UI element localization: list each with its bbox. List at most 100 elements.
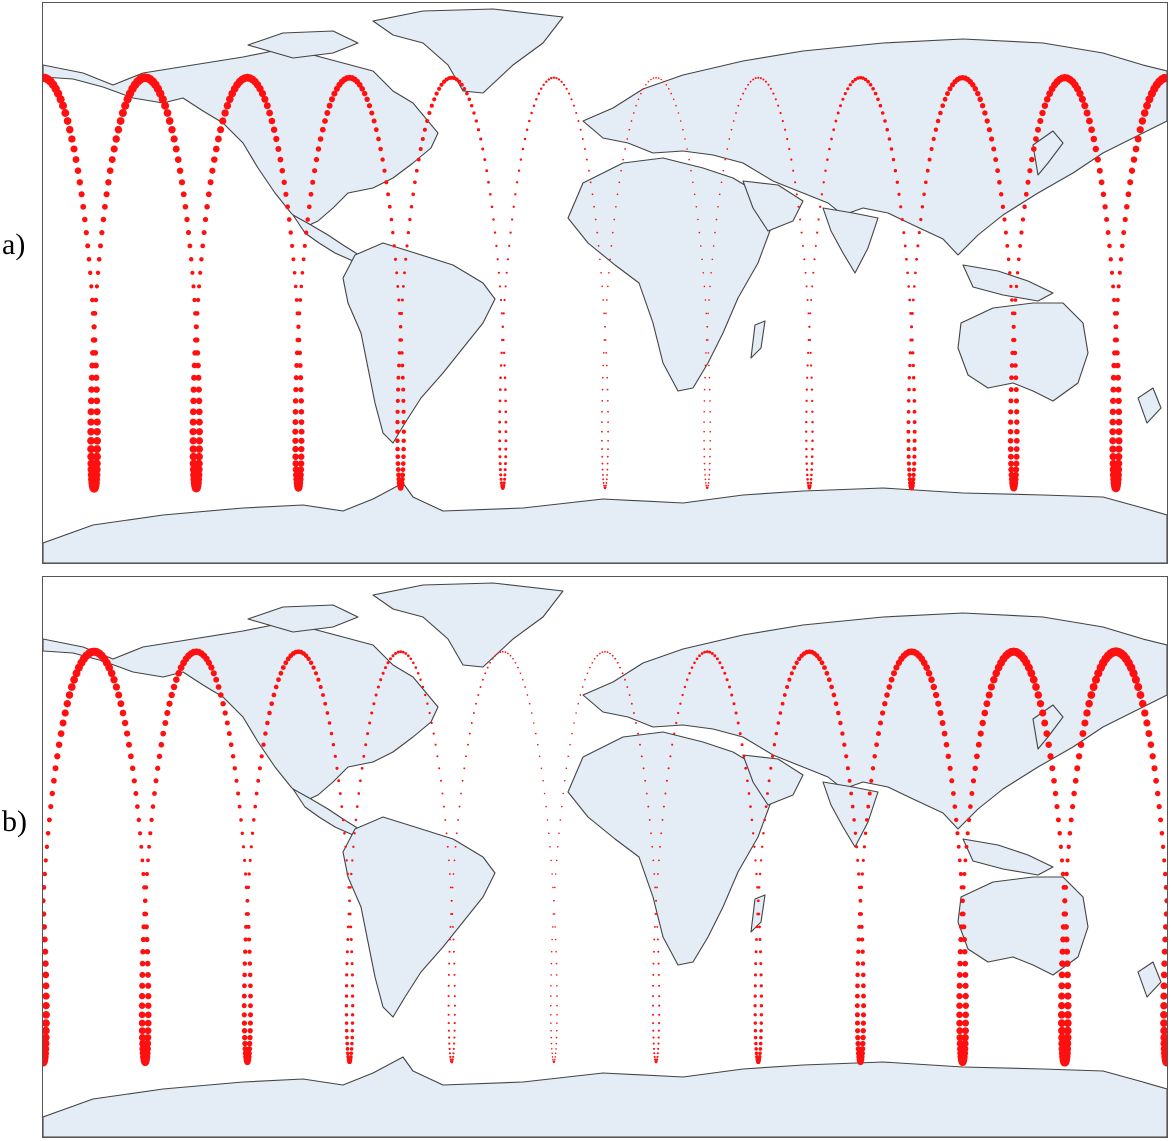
ground-track-point [923, 664, 931, 671]
ground-track-point [242, 983, 247, 989]
india [822, 207, 879, 274]
ground-track-point [93, 436, 102, 445]
ground-track-point [972, 765, 978, 772]
ground-track-point [63, 700, 71, 708]
ground-track-point [507, 652, 509, 655]
ground-track-point [298, 386, 304, 393]
ground-track-point [555, 1029, 558, 1032]
ground-track-point [809, 351, 812, 354]
ground-track-point [806, 364, 809, 367]
ground-track-point [1071, 790, 1077, 797]
ground-track-point [404, 652, 408, 655]
ground-track-point [1115, 374, 1122, 381]
ground-track-point [43, 898, 46, 904]
ground-track-point [717, 205, 719, 208]
ground-track-point [269, 701, 275, 707]
ground-track-point [144, 1034, 152, 1042]
ground-track-point [860, 937, 865, 942]
ground-track-point [201, 230, 207, 236]
ground-track-point [705, 484, 708, 487]
ground-track-point [970, 82, 976, 88]
ground-track-point [396, 387, 401, 392]
ground-track-point [688, 158, 690, 161]
ground-track-point [908, 480, 913, 486]
ground-track-point [1058, 1026, 1066, 1035]
ground-track-point [603, 486, 606, 489]
ground-track-point [141, 924, 147, 930]
ground-track-point [755, 938, 758, 941]
ground-track-point [857, 912, 862, 916]
australia [957, 302, 1089, 402]
southeast-asia-islands [962, 264, 1054, 302]
ground-track-point [601, 468, 604, 471]
ground-track-point [706, 325, 709, 328]
ground-track-point [419, 678, 422, 681]
ground-track-point [345, 973, 349, 977]
ground-track-point [1141, 709, 1149, 717]
ground-track-point [632, 112, 635, 114]
ground-track-point [191, 284, 196, 289]
ground-track-point [692, 181, 694, 184]
ground-track-point [606, 285, 609, 288]
ground-track-point [247, 1028, 253, 1034]
ground-track-point [758, 1047, 763, 1051]
ground-track-point [786, 137, 789, 141]
ground-track-point [754, 859, 757, 862]
ground-track-point [93, 408, 101, 416]
ground-track-point [244, 924, 249, 929]
ground-track-point [519, 158, 523, 161]
ground-track-point [910, 311, 914, 315]
ground-track-point [703, 448, 706, 450]
ground-track-point [810, 388, 814, 391]
ground-track-point [424, 693, 427, 697]
ground-track-point [350, 1021, 355, 1025]
ground-track-point [593, 657, 596, 660]
ground-track-point [532, 722, 535, 724]
ground-track-point [810, 462, 814, 465]
ground-track-point [219, 117, 227, 125]
ground-track-point [653, 938, 656, 941]
ground-track-point [298, 375, 304, 381]
ground-track-point [763, 818, 767, 822]
ground-track-point [66, 125, 74, 134]
ground-track-point [797, 205, 800, 208]
ground-track-point [939, 720, 946, 726]
ground-track-point [168, 125, 176, 134]
ground-track-point [605, 352, 608, 354]
ground-track-point [504, 399, 507, 403]
ground-track-point [555, 76, 558, 80]
ground-track-point [1100, 191, 1107, 198]
ground-track-point [657, 1036, 660, 1039]
ground-track-point [297, 466, 305, 473]
ground-track-point [1062, 898, 1068, 904]
ground-track-point [905, 257, 908, 261]
ground-track-point [658, 1013, 661, 1016]
ground-track-point [304, 230, 309, 235]
ground-track-point [599, 652, 601, 655]
ground-track-point [919, 217, 923, 222]
ground-track-point [671, 743, 674, 746]
ground-track-point [648, 818, 651, 821]
ground-track-point [956, 844, 961, 849]
ground-track-point [959, 911, 965, 917]
ground-track-point [596, 654, 599, 657]
ground-track-point [452, 1055, 455, 1058]
ground-track-point [754, 1051, 759, 1056]
ground-track-point [150, 804, 156, 809]
ground-track-point [1045, 741, 1052, 748]
ground-track-point [395, 271, 399, 275]
ground-track-point [499, 473, 503, 477]
ground-track-point [489, 661, 492, 664]
ground-track-point [653, 1052, 656, 1055]
ground-track-point [457, 818, 460, 821]
ground-track-point [601, 376, 604, 379]
ground-track-point [715, 657, 719, 661]
ground-track-point [809, 364, 813, 367]
ground-track-point [148, 831, 153, 836]
ground-track-point [439, 82, 444, 87]
ground-track-point [292, 428, 299, 435]
ground-track-point [247, 872, 251, 876]
ground-track-point [370, 711, 374, 715]
ground-track-point [204, 204, 210, 210]
ground-track-point [826, 158, 829, 161]
